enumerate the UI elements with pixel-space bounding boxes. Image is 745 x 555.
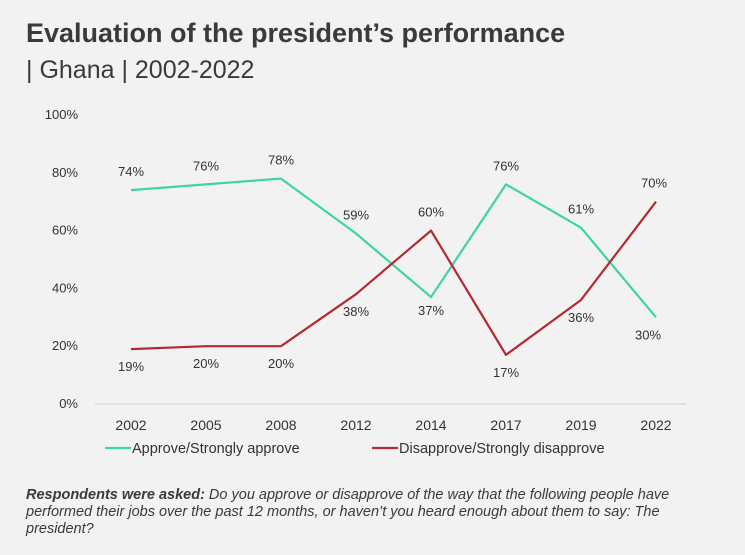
chart-subtitle: | Ghana | 2002-2022 <box>26 56 255 84</box>
x-tick-label: 2019 <box>565 417 596 433</box>
legend-label: Disapprove/Strongly disapprove <box>399 441 605 457</box>
data-label: 36% <box>568 310 594 325</box>
data-labels: 74% 76% 78% 59% 37% 76% 61% 30% 19% 20% 20% 38% 60% 1… <box>118 153 667 380</box>
y-tick-label: 100% <box>45 107 79 122</box>
data-label: 76% <box>493 158 519 173</box>
data-label: 37% <box>418 303 444 318</box>
x-tick-label: 2008 <box>265 417 296 433</box>
y-axis-ticks: 0% 20% 40% 60% 80% 100% <box>45 107 79 411</box>
data-label: 70% <box>641 176 667 191</box>
x-tick-label: 2017 <box>490 417 521 433</box>
data-label: 59% <box>343 207 369 222</box>
footnote: Respondents were asked: Do you approve o… <box>26 487 726 538</box>
data-label: 78% <box>268 153 294 168</box>
data-label: 19% <box>118 359 144 374</box>
chart-title: Evaluation of the president’s performanc… <box>26 18 566 48</box>
x-tick-label: 2005 <box>190 417 221 433</box>
series-lines <box>130 177 657 356</box>
line-chart: 0%20%40%60%80%100% 2002 2005 2008 2012 2014 2… <box>45 107 686 457</box>
data-label: 20% <box>193 356 219 371</box>
data-label: 74% <box>118 164 144 179</box>
series-line-approve <box>130 177 657 319</box>
x-axis-ticks: 2002 2005 2008 2012 2014 2017 2019 2022 <box>115 417 671 433</box>
y-tick-label: 0% <box>59 396 78 411</box>
data-label: 60% <box>418 205 444 220</box>
data-label: 61% <box>568 202 594 217</box>
x-tick-label: 2022 <box>640 417 671 433</box>
x-tick-label: 2002 <box>115 417 146 433</box>
y-tick-label: 40% <box>52 280 78 295</box>
footnote-text: Do you approve or disapprove of the way … <box>26 487 670 537</box>
x-tick-label: 2012 <box>340 417 371 433</box>
y-tick-label: 60% <box>52 223 78 238</box>
x-tick-label: 2014 <box>415 417 446 433</box>
data-label: 20% <box>268 356 294 371</box>
data-label: 30% <box>635 327 661 342</box>
data-label: 17% <box>493 365 519 380</box>
series-line-disapprove <box>130 201 657 356</box>
y-tick-label: 20% <box>52 338 78 353</box>
y-tick-label: 80% <box>52 165 78 180</box>
footnote-lead: Respondents were asked: <box>26 487 205 503</box>
legend: Approve/Strongly approve Disapprove/Stron… <box>105 441 605 457</box>
data-label: 76% <box>193 158 219 173</box>
data-label: 38% <box>343 304 369 319</box>
legend-label: Approve/Strongly approve <box>132 441 300 457</box>
